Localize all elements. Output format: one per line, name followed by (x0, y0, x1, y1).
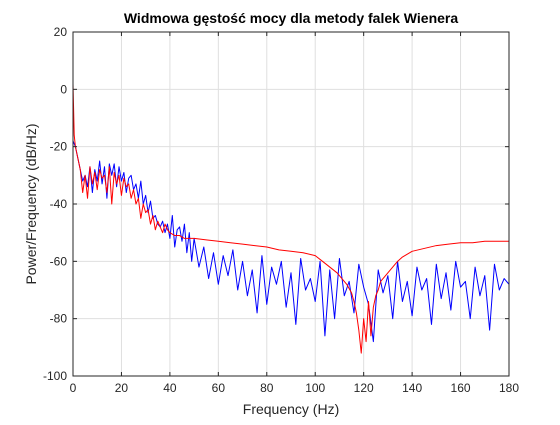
ticks: 0 20 40 60 80 100 120 140 160 180 -100 -80 -60 -40 -20… (43, 25, 519, 395)
x-tick-label: 80 (260, 381, 274, 395)
x-tick-label: 120 (354, 381, 374, 395)
x-tick-label: 0 (70, 381, 77, 395)
y-axis-title: Power/Frequency (dB/Hz) (23, 123, 39, 284)
x-tick-label: 140 (402, 381, 422, 395)
y-tick-label: -100 (43, 369, 67, 383)
y-tick-label: -80 (50, 312, 68, 326)
x-tick-label: 100 (305, 381, 325, 395)
x-tick-label: 20 (115, 381, 129, 395)
x-tick-label: 160 (451, 381, 471, 395)
x-tick-label: 60 (212, 381, 226, 395)
x-tick-label: 180 (499, 381, 519, 395)
series-line-1 (72, 140, 510, 343)
series-line-2 (72, 83, 509, 354)
y-tick-label: -40 (50, 197, 68, 211)
y-tick-label: -20 (50, 140, 68, 154)
y-tick-label: 0 (60, 82, 67, 96)
x-axis-title: Frequency (Hz) (243, 401, 339, 417)
y-tick-label: -60 (50, 254, 68, 268)
series-layer (72, 83, 510, 354)
chart-title: Widmowa gęstość mocy dla metody falek Wi… (124, 10, 459, 26)
x-tick-label: 40 (163, 381, 177, 395)
y-tick-label: 20 (54, 25, 68, 39)
